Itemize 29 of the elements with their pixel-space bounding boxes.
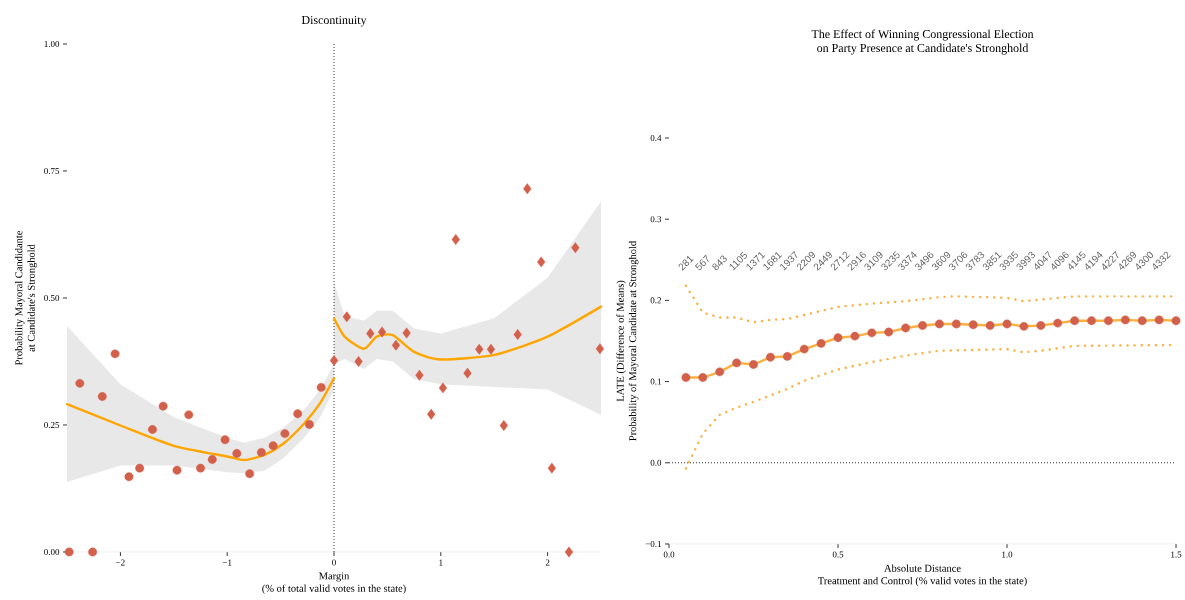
y-tick-label: −0.1 — [645, 540, 661, 548]
y-axis-title: Probability Mayoral Candidante at Candidate's Stronghold — [15, 230, 37, 366]
y-tick-label: 0.1 — [650, 378, 661, 385]
x-axis-title: Margin (% of total valid votes in the state) — [262, 572, 406, 594]
x-tick-label: 0.5 — [832, 551, 844, 558]
x-tick-label: −2 — [116, 559, 125, 566]
y-tick-label: 0.3 — [650, 216, 662, 223]
x-axis-title: Absolute Distance Treatment and Control (% valid votes in the state) — [818, 564, 1027, 587]
x-tick-label: 0.0 — [663, 551, 675, 558]
annotation: 567 — [694, 254, 709, 271]
x-tick-label: 2 — [545, 559, 550, 566]
y-tick-label: 0.50 — [44, 294, 60, 302]
x-tick-label: 0 — [332, 559, 336, 566]
x-tick-label: −1 — [222, 559, 232, 566]
y-tick-label: 0.75 — [44, 167, 60, 175]
x-tick-label: 1 — [439, 559, 443, 566]
y-tick-label: 0.00 — [44, 548, 60, 556]
y-axis-title: LATE (Difference of Means) Probability of Mayoral Candidate at Stronghold — [616, 241, 639, 441]
x-tick-label: 1.5 — [1171, 551, 1182, 558]
chart-title: The Effect of Winning Congressional Election on Party Presence at Candidate's Stronghold — [811, 29, 1034, 55]
y-tick-label: 0.25 — [44, 421, 60, 429]
annotation: 281 — [678, 256, 694, 271]
y-tick-label: 0.2 — [650, 297, 661, 304]
y-tick-label: 1.00 — [44, 40, 60, 48]
chart-title: Discontinuity — [301, 15, 367, 27]
x-tick-label: 1.0 — [1002, 551, 1013, 558]
y-tick-label: 0.0 — [650, 459, 662, 466]
y-tick-label: 0.4 — [650, 134, 662, 142]
annotation: 843 — [712, 255, 727, 271]
